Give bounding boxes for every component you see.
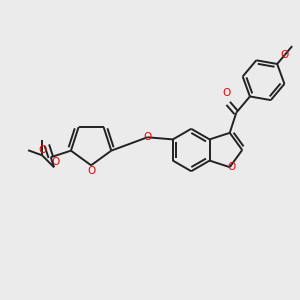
Text: O: O: [87, 166, 95, 176]
Text: O: O: [280, 50, 289, 60]
Text: O: O: [223, 88, 231, 98]
Text: O: O: [143, 132, 152, 142]
Text: O: O: [51, 157, 60, 167]
Text: O: O: [227, 162, 235, 172]
Text: O: O: [38, 145, 46, 154]
